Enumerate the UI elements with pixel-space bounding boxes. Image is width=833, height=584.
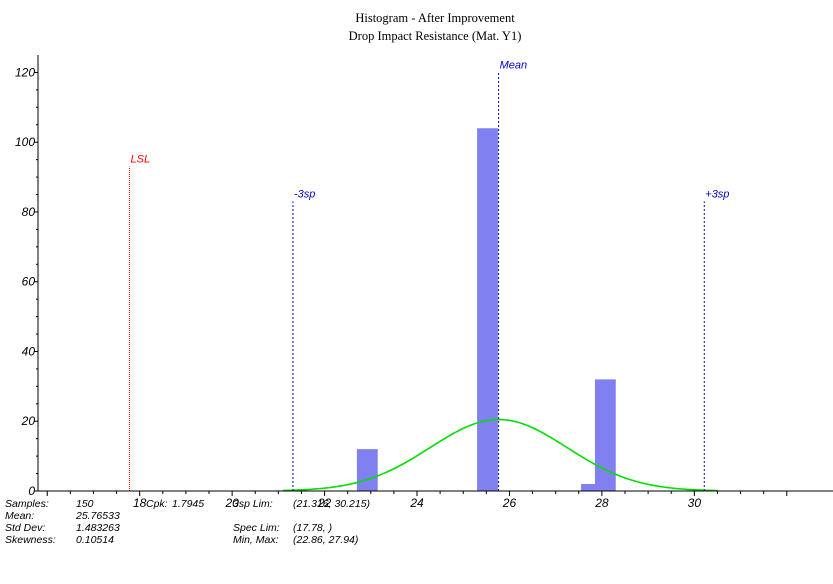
- cpk-value: 1.7945: [172, 498, 205, 510]
- histogram-bar-3: [594, 379, 616, 491]
- spec-lim-label: Spec Lim:: [233, 522, 280, 534]
- three-sp-lim-value: (21.316, 30.215): [293, 498, 371, 510]
- ref-label-lsl: LSL: [131, 154, 151, 166]
- skewness-value: 0.10514: [76, 534, 114, 546]
- normal-curve-group: [282, 418, 718, 492]
- x-tick-label: 20: [224, 496, 239, 510]
- y-tick-label: 120: [15, 65, 35, 79]
- axes: 0 20 40 60 80 100 120 18 20 22 24 26 28 30: [15, 55, 833, 510]
- spec-lim-value: (17.78, ): [293, 522, 333, 534]
- samples-value: 150: [76, 498, 94, 510]
- three-sp-lim-label: 3sp Lim:: [233, 498, 273, 510]
- y-tick-label: 40: [22, 344, 36, 358]
- x-tick-label: 24: [409, 496, 424, 510]
- mean-label: Mean:: [5, 510, 35, 522]
- histogram-bar-0: [356, 449, 378, 491]
- ref-label-mean: Mean: [500, 59, 528, 71]
- min-max-value: (22.86, 27.94): [293, 534, 359, 546]
- mean-value: 25.76533: [76, 510, 120, 522]
- x-tick-label: 22: [317, 496, 332, 510]
- histogram-bar-1: [477, 128, 498, 492]
- skewness-label: Skewness:: [5, 534, 56, 546]
- std-dev-value: 1.483263: [76, 522, 120, 534]
- ref-label-3sp: +3sp: [705, 188, 729, 200]
- chart-title: Histogram - After Improvement: [355, 11, 515, 25]
- y-tick-label: 80: [22, 205, 36, 219]
- x-tick-label: 30: [688, 496, 702, 510]
- y-tick-label: 20: [21, 414, 36, 428]
- normal-curve: [282, 418, 718, 492]
- reference-lines: LSL -3sp Mean +3sp: [129, 59, 729, 491]
- std-dev-label: Std Dev:: [5, 522, 46, 534]
- min-max-label: Min, Max:: [233, 534, 279, 546]
- x-tick-label: 26: [502, 496, 517, 510]
- x-tick-label: 18: [133, 496, 147, 510]
- x-tick-label: 28: [594, 496, 609, 510]
- histogram-bar-2: [581, 484, 600, 491]
- y-tick-label: 60: [22, 275, 36, 289]
- ref-label-3sp: -3sp: [294, 188, 315, 200]
- bars: [356, 128, 616, 492]
- samples-label: Samples:: [5, 498, 49, 510]
- y-tick-label: 0: [28, 484, 35, 498]
- chart-subtitle: Drop Impact Resistance (Mat. Y1): [349, 29, 522, 43]
- y-tick-label: 100: [15, 135, 35, 149]
- cpk-label: Cpk:: [146, 498, 168, 510]
